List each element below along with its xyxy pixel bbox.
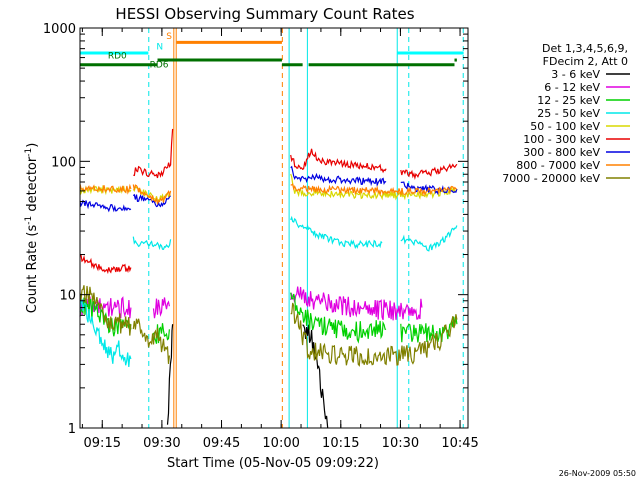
series-2 [79,292,458,344]
legend: Det 1,3,4,5,6,9,FDecim 2, Att 03 - 6 keV… [502,42,630,185]
series-3-segment-0 [79,298,132,368]
legend-label-1: 6 - 12 keV [544,81,600,94]
legend-label-5: 100 - 300 keV [523,133,600,146]
footer-timestamp: 26-Nov-2009 05:50 [559,469,636,478]
y-axis-label: Count Rate (s-1 detector-1) [24,143,40,314]
y-tick-label-2: 100 [51,155,76,170]
series-2-segment-3 [400,316,458,343]
y-axis-label-part: detector [25,156,40,216]
state-label-rd0: RD0 [108,52,127,62]
series-3 [79,215,458,368]
legend-label-6: 300 - 800 keV [523,146,600,159]
series-8 [79,285,458,367]
y-axis-label-superscript: -1 [24,216,34,225]
y-tick-label-0: 1 [68,422,76,437]
series-1 [79,286,423,321]
series-6-segment-0 [79,199,132,213]
series-8-segment-1 [132,318,170,364]
y-tick-label-1: 10 [59,289,76,304]
legend-label-2: 12 - 25 keV [537,94,600,107]
series-6-segment-2 [290,165,387,188]
series-4-segment-2 [290,173,458,201]
axes: 09:15 09:30 09:45 10:00 10:15 10:30 10:45 1 10 10… [43,22,479,451]
plot-area: RD0 RD6 NS [79,28,464,429]
legend-label-4: 50 - 100 keV [530,120,600,133]
y-axis-label-part: Count Rate (s [25,225,40,314]
legend-label-0: 3 - 6 keV [551,68,600,81]
legend-title-line-1: Det 1,3,4,5,6,9, [542,42,628,55]
series-5-segment-1 [133,128,174,179]
series-3-segment-1 [132,236,172,251]
series-8-segment-2 [290,302,458,367]
legend-title-line-2: FDecim 2, Att 0 [543,55,628,68]
state-label-n: N [156,42,163,52]
series-5-segment-2 [290,148,387,174]
y-axis-label-superscript: -1 [24,148,34,157]
series-6-segment-3 [400,181,458,196]
series-7-segment-1 [132,184,172,205]
x-tick-label-1: 09:30 [143,436,180,451]
series-7-segment-0 [79,183,132,195]
series-8-segment-0 [79,285,132,336]
state-label-s: S [166,32,172,42]
y-axis-label-part: ) [25,143,40,148]
series-6-segment-1 [132,193,171,208]
state-label-rd6: RD6 [150,61,169,71]
legend-label-7: 800 - 7000 keV [516,159,600,172]
x-tick-label-4: 10:15 [322,436,359,451]
series-0-segment-0 [166,324,174,425]
plot-frame [79,27,469,429]
series-0 [166,324,329,429]
x-axis-label: Start Time (05-Nov-05 09:09:22) [167,456,379,471]
x-tick-label-6: 10:45 [441,436,478,451]
series-6 [79,165,458,213]
series-7-segment-2 [290,183,457,197]
series-2-segment-2 [290,292,387,344]
legend-label-8: 7000 - 20000 keV [502,172,600,185]
series-7 [79,183,457,205]
series-5 [79,128,458,275]
x-tick-label-5: 10:30 [382,436,419,451]
legend-label-3: 25 - 50 keV [537,107,600,120]
series-3-segment-3 [400,225,458,252]
series-1-segment-2 [290,286,423,321]
series-2-segment-1 [152,323,170,344]
x-tick-label-3: 10:00 [262,436,299,451]
series-5-segment-0 [79,253,132,275]
chart-title: HESSI Observing Summary Count Rates [115,5,414,23]
x-tick-label-2: 09:45 [203,436,240,451]
y-tick-label-3: 1000 [43,22,76,37]
series-5-segment-3 [400,163,458,180]
x-tick-label-0: 09:15 [84,436,121,451]
series-1-segment-1 [152,297,170,319]
series-3-segment-2 [290,215,383,250]
